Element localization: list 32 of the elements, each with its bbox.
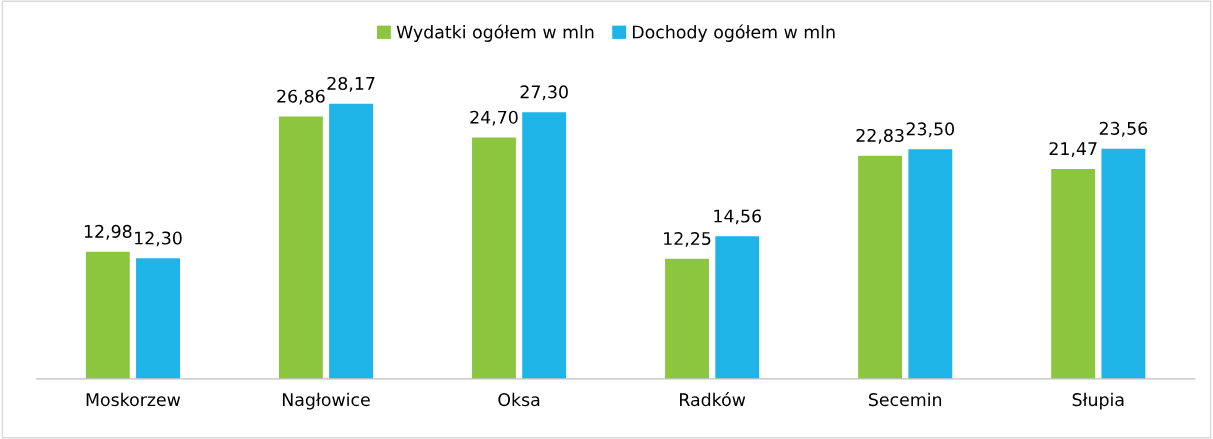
legend-label: Wydatki ogółem w mln [396,24,594,42]
x-tick-label: Nagłowice [282,392,370,410]
data-label: 12,98 [84,224,132,240]
data-label: 28,17 [327,76,375,92]
data-label: 12,25 [664,231,711,247]
x-tick-label: Moskorzew [86,392,181,407]
bar [908,149,953,379]
data-label: 22,83 [856,128,904,144]
bar [665,258,709,379]
data-label: 23,56 [1099,121,1148,137]
bar [278,116,323,379]
bar [858,155,903,379]
bar [85,251,130,379]
bar [715,236,760,379]
data-label: 26,86 [277,89,325,105]
x-tick-label: Słupia [1072,392,1124,410]
bar [1051,169,1096,379]
bar [136,258,180,379]
data-label: 14,56 [714,209,761,225]
data-label: 23,50 [906,122,954,138]
x-tick-label: Radków [680,392,746,407]
data-label: 24,70 [470,110,518,126]
bar [329,103,374,379]
data-label: 21,47 [1049,142,1097,158]
legend-label: Dochody ogółem w mln [632,24,835,42]
bar [1101,148,1146,379]
data-label: 12,30 [135,231,182,247]
bar [472,137,516,379]
bar [522,112,567,379]
x-tick-label: Secemin [869,392,942,407]
x-tick-label: Oksa [498,392,540,407]
data-label: 27,30 [520,85,568,101]
